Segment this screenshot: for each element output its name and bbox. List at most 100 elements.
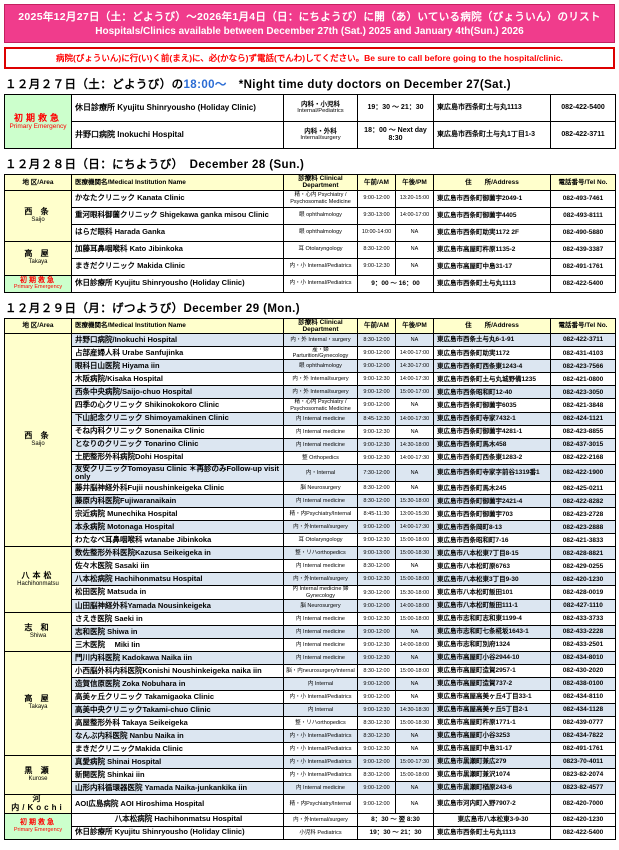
- name-cell: 高美中央クリニックTakami-chuo Clinic: [71, 702, 284, 717]
- tel-cell: 0823-70-4011: [550, 754, 616, 769]
- dept-cell: 脳 Neurosurgery: [283, 598, 358, 613]
- pm-cell: NA: [395, 463, 434, 483]
- pm-cell: 14:00-18:00: [395, 598, 434, 613]
- name-cell: 造賀信原医院 Zoka Nobuhara in: [71, 676, 284, 691]
- address-cell: 東広島市八本松町飯田101: [433, 585, 551, 600]
- dept-cell: 内 Internal medicine: [283, 624, 358, 639]
- address-cell: 東広島市高屋町杵原1771-1: [433, 715, 551, 730]
- address-cell: 東広島市西条町御薗宇2421-4: [433, 494, 551, 509]
- tel-cell: 082-421-3848: [550, 398, 616, 413]
- table-row: 高 屋 Takaya 門川内科医院 Kadokawa Naika iin 内 Inte…: [4, 650, 616, 756]
- name-cell: 重河眼科御薗クリニック Shigekawa ganka misou Clinic: [71, 206, 284, 225]
- am-cell: 9:00-12:00: [357, 359, 396, 374]
- am-cell: 9:00-12:00: [357, 793, 396, 814]
- area-label-jp: 高 屋: [24, 694, 52, 704]
- name-cell: 八本松病院 Hachihonmatsu Hospital: [71, 572, 284, 587]
- banner-title-jp: 2025年12月27日（土：どようび）～2026年1月4日（日：にちようび）に開…: [18, 11, 601, 23]
- column-header-name: 医療機関名/Medical Institution Name: [71, 174, 284, 191]
- pm-cell: 15:00-18:00: [395, 572, 434, 587]
- pm-cell: NA: [395, 559, 434, 574]
- table-row: わたなべ耳鼻咽喉科 wtanabe Jibinkoka 耳 Otolaryngol…: [5, 533, 616, 548]
- address-cell: 東広島市西条町土与丸1113: [433, 274, 551, 293]
- tel-cell: 082-423-7566: [550, 359, 616, 374]
- table-row: 志 和 Shiwa さえき医院 Saeki in 内 Internal medicin…: [4, 611, 616, 652]
- tel-cell: 082-423-2888: [550, 520, 616, 535]
- am-cell: 8:30-12:30: [357, 715, 396, 730]
- table-row: なんぶ内科医院 Nanbu Naika in 内・小 Internal/Pedia…: [5, 728, 616, 743]
- table-row: 藤井脳神経外科Fujii noushinkeigeka Clinic 脳 Neur…: [5, 481, 616, 496]
- am-cell: 9:00-12:00: [357, 520, 396, 535]
- am-cell: 9:00-12:30: [357, 702, 396, 717]
- address-cell: 東広島市高屋町杵原1135-2: [433, 240, 551, 259]
- name-cell: 門川内科医院 Kadokawa Naika iin: [71, 650, 284, 665]
- tel-cell: 082-420-1230: [550, 812, 616, 827]
- area-label-en: Primary Emergency: [9, 122, 67, 130]
- banner-title-en: Hospitals/Clinics available between Dece…: [95, 26, 524, 37]
- pm-cell: 13:20-15:00: [395, 189, 434, 208]
- am-cell: 8:30-12:00: [357, 559, 396, 574]
- am-cell: 9:00-12:30: [357, 424, 396, 439]
- table-row: 宗近病院 Munechika Hospital 精・内Psychiatry/Int…: [5, 507, 616, 522]
- tel-cell: 082-439-3387: [550, 240, 616, 259]
- pm-cell: 15:00-18:00: [395, 767, 434, 782]
- table-row: 山形内科循環器医院 Yamada Naika-junkankika iin 内 I…: [5, 780, 616, 795]
- dept-jp: 内科・小児科: [301, 101, 340, 109]
- address-cell: 東広島市西条町御薗宇2049-1: [433, 189, 551, 208]
- pm-cell: 13:00-15:30: [395, 507, 434, 522]
- name-cell: 真愛病院 Shinai Hospital: [71, 754, 284, 769]
- dept-cell: 内 Internal medicine 婦Gynecology: [283, 585, 358, 600]
- dept-cell: 眼 ophthalmology: [283, 206, 358, 225]
- dept-cell: 整 Orthopedics: [283, 450, 358, 465]
- name-cell: 宗近病院 Munechika Hospital: [71, 507, 284, 522]
- dept-cell: 眼 ophthalmology: [283, 223, 358, 242]
- tel-cell: 082-433-2501: [550, 637, 616, 652]
- area-label-en: Kurose: [28, 775, 48, 782]
- table-row: 新開医院 Shinkai iin 内・小 Internal/Pediatrics 8…: [5, 767, 616, 782]
- column-header-dept: 診療科 Clinical Department: [283, 317, 358, 335]
- tel-cell: 082-438-0100: [550, 676, 616, 691]
- address-cell: 東広島市志和町志和東1199-4: [433, 611, 551, 626]
- dept-cell: 整・リハorthopedics: [283, 715, 358, 730]
- address-cell: 東広島市黒瀬町楢原243-6: [433, 780, 551, 795]
- name-cell: 休日診療所 Kyujitu Shinryousho (Holiday Clini…: [71, 94, 284, 122]
- table-row: そね内科クリニック Sonenaika Clinic 内 Internal med…: [5, 424, 616, 439]
- tel-cell: 082-439-0777: [550, 715, 616, 730]
- table-row: 占部産婦人科 Urabe Sanfujinka 産・婦 Parturition/G…: [5, 346, 616, 361]
- area-label-en: Saijo: [31, 216, 45, 223]
- pm-cell: 14:00-17:30: [395, 372, 434, 387]
- address-cell: 東広島市高屋町中島31-17: [433, 257, 551, 276]
- name-cell: 高美ヶ丘クリニック Takamigaoka Clinic: [71, 689, 284, 704]
- area-label-jp: 初期救急: [20, 819, 56, 827]
- dept-cell: 内・Internal: [283, 463, 358, 483]
- area-cell: 黒 瀬 Kurose: [4, 754, 72, 795]
- time-cell: 19：30 ～ 21：30: [357, 94, 434, 122]
- table-row: 佐々木医院 Sasaki iin 内 Internal medicine 8:30-…: [5, 559, 616, 574]
- pm-cell: 14:00-17:00: [395, 206, 434, 225]
- address-cell: 東広島市八本松東3-9-30: [433, 812, 551, 827]
- address-cell: 東広島市西条土与丸6-1-91: [433, 333, 551, 348]
- am-cell: 9:00-12:00: [357, 398, 396, 413]
- dept-cell: 精・内Psychiatry/Internal: [283, 793, 358, 814]
- name-cell: 西条中央病院/Saijo-chuo Hospital: [71, 385, 284, 400]
- name-cell: 四季の心クリニック Shikinokokoro Clinic: [71, 398, 284, 413]
- dept-cell: 産・婦 Parturition/Gynecology: [283, 346, 358, 361]
- address-cell: 東広島市志和町別府1324: [433, 637, 551, 652]
- am-cell: 9:00-12:30: [357, 650, 396, 665]
- tel-cell: 082-425-0211: [550, 481, 616, 496]
- column-header-am: 午前/AM: [357, 174, 396, 191]
- tel-cell: 082-437-3015: [550, 437, 616, 452]
- table-row: となりのクリニック Tonarino Clinic 内 Internal medi…: [5, 437, 616, 452]
- address-cell: 東広島市西条町御薗宇4405: [433, 206, 551, 225]
- dept-cell: 内 Internal medicine: [283, 611, 358, 626]
- pm-cell: NA: [395, 223, 434, 242]
- area-label-jp: 西 条: [24, 431, 52, 441]
- table-row: 木阪病院/Kisaka Hospital 内・外 Internal/surgery…: [5, 372, 616, 387]
- tel-cell: 082-424-1121: [550, 411, 616, 426]
- pm-cell: 14:00-18:00: [395, 637, 434, 652]
- address-cell: 東広島市八本松東7丁目8-15: [433, 546, 551, 561]
- area-cell: 西 条 Saijo: [4, 333, 72, 548]
- table-row: 本永病院 Motonaga Hospital 内・外Internal/surger…: [5, 520, 616, 535]
- address-cell: 東広島市西条町御薗宇703: [433, 507, 551, 522]
- pm-cell: NA: [395, 676, 434, 691]
